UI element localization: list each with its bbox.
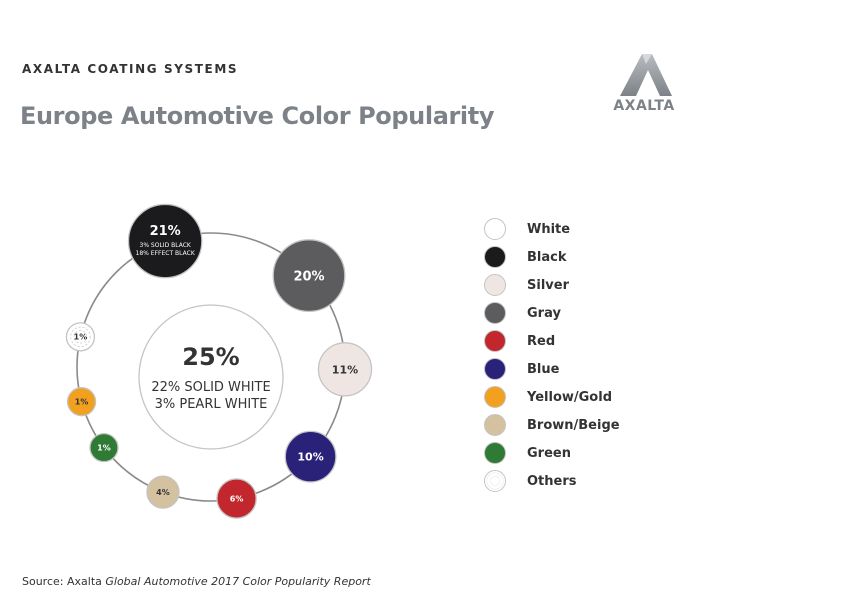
source-report-title: Global Automotive 2017 Color Popularity …: [105, 575, 371, 588]
bubble-black-value: 21%: [150, 224, 181, 239]
legend-swatch: [484, 274, 506, 296]
bubble-black-breakdown: 18% EFFECT BLACK: [136, 250, 196, 257]
legend-label: Others: [527, 473, 577, 489]
legend-label: Blue: [527, 361, 560, 377]
color-popularity-chart: 25% 22% SOLID WHITE 3% PEARL WHITE 21% 3% SO…: [65, 203, 373, 519]
bubble-gray-mark: [272, 239, 346, 313]
legend-item-green: Green: [484, 439, 620, 467]
bubble-gray-value: 20%: [293, 269, 324, 284]
bubble-others-value: 1%: [74, 333, 88, 342]
legend-swatch: [484, 470, 506, 492]
legend-label: Gray: [527, 305, 561, 321]
axalta-logo-text: AXALTA: [613, 98, 675, 114]
legend-item-yellow-gold: Yellow/Gold: [484, 383, 620, 411]
bubble-green-value: 1%: [97, 444, 111, 453]
legend-item-others: Others: [484, 467, 620, 495]
legend-swatch: [484, 246, 506, 268]
legend-label: Green: [527, 445, 571, 461]
bubble-green: 1%: [89, 432, 119, 463]
bubble-gray: 20%: [272, 239, 346, 313]
bubble-black-mark: [127, 203, 203, 279]
axalta-logo: AXALTA: [596, 50, 692, 120]
legend-item-white: White: [484, 215, 620, 243]
company-name: AXALTA COATING SYSTEMS: [22, 62, 239, 76]
bubble-red: 6%: [216, 478, 257, 519]
chart-legend: White Black Silver Gray Red Blue Yellow/Gold Br…: [484, 215, 620, 495]
bubble-yellow-gold: 1%: [66, 387, 97, 417]
legend-label: Red: [527, 333, 556, 349]
legend-swatch: [484, 218, 506, 240]
bubble-white-breakdown: 22% SOLID WHITE: [151, 380, 270, 395]
bubble-yellow-gold-value: 1%: [75, 398, 89, 407]
legend-item-silver: Silver: [484, 271, 620, 299]
legend-label: Brown/Beige: [527, 417, 620, 433]
bubble-brown-beige: 4%: [146, 475, 180, 509]
legend-swatch: [484, 414, 506, 436]
legend-label: Yellow/Gold: [527, 389, 613, 405]
legend-label: Black: [527, 249, 567, 265]
source-prefix: Source: Axalta: [22, 575, 106, 588]
bubble-white-mark: [138, 304, 284, 450]
bubble-green-mark: [89, 432, 119, 463]
legend-label: Silver: [527, 277, 569, 293]
legend-swatch: [484, 330, 506, 352]
bubble-red-value: 6%: [230, 494, 244, 503]
legend-item-red: Red: [484, 327, 620, 355]
legend-label: White: [527, 221, 571, 237]
legend-item-brown-beige: Brown/Beige: [484, 411, 620, 439]
legend-swatch: [484, 442, 506, 464]
bubble-black-breakdown: 3% SOLID BLACK: [140, 242, 192, 249]
legend-swatch: [484, 302, 506, 324]
bubble-brown-beige-mark: [146, 475, 180, 509]
bubble-silver: 11%: [317, 342, 373, 397]
legend-swatch: [484, 358, 506, 380]
bubble-yellow-gold-mark: [66, 387, 97, 417]
bubble-white-breakdown: 3% PEARL WHITE: [155, 397, 268, 412]
bubble-brown-beige-value: 4%: [156, 488, 170, 497]
others-pattern: [70, 326, 91, 348]
bubble-blue-value: 10%: [297, 451, 323, 464]
bubble-silver-value: 11%: [332, 363, 358, 376]
bubble-blue: 10%: [284, 430, 337, 483]
legend-swatch: [484, 386, 506, 408]
bubble-red-mark: [216, 478, 257, 519]
legend-item-blue: Blue: [484, 355, 620, 383]
source-note: Source: Axalta Global Automotive 2017 Co…: [22, 575, 371, 588]
bubble-white: 25% 22% SOLID WHITE 3% PEARL WHITE: [138, 304, 284, 450]
legend-item-black: Black: [484, 243, 620, 271]
bubble-white-value: 25%: [182, 343, 239, 371]
bubble-silver-mark: [317, 342, 373, 397]
axalta-logo-mark: [620, 54, 672, 96]
bubble-others: 1%: [65, 322, 96, 352]
bubble-blue-mark: [284, 430, 337, 483]
legend-item-gray: Gray: [484, 299, 620, 327]
chart-title: Europe Automotive Color Popularity: [20, 102, 495, 130]
